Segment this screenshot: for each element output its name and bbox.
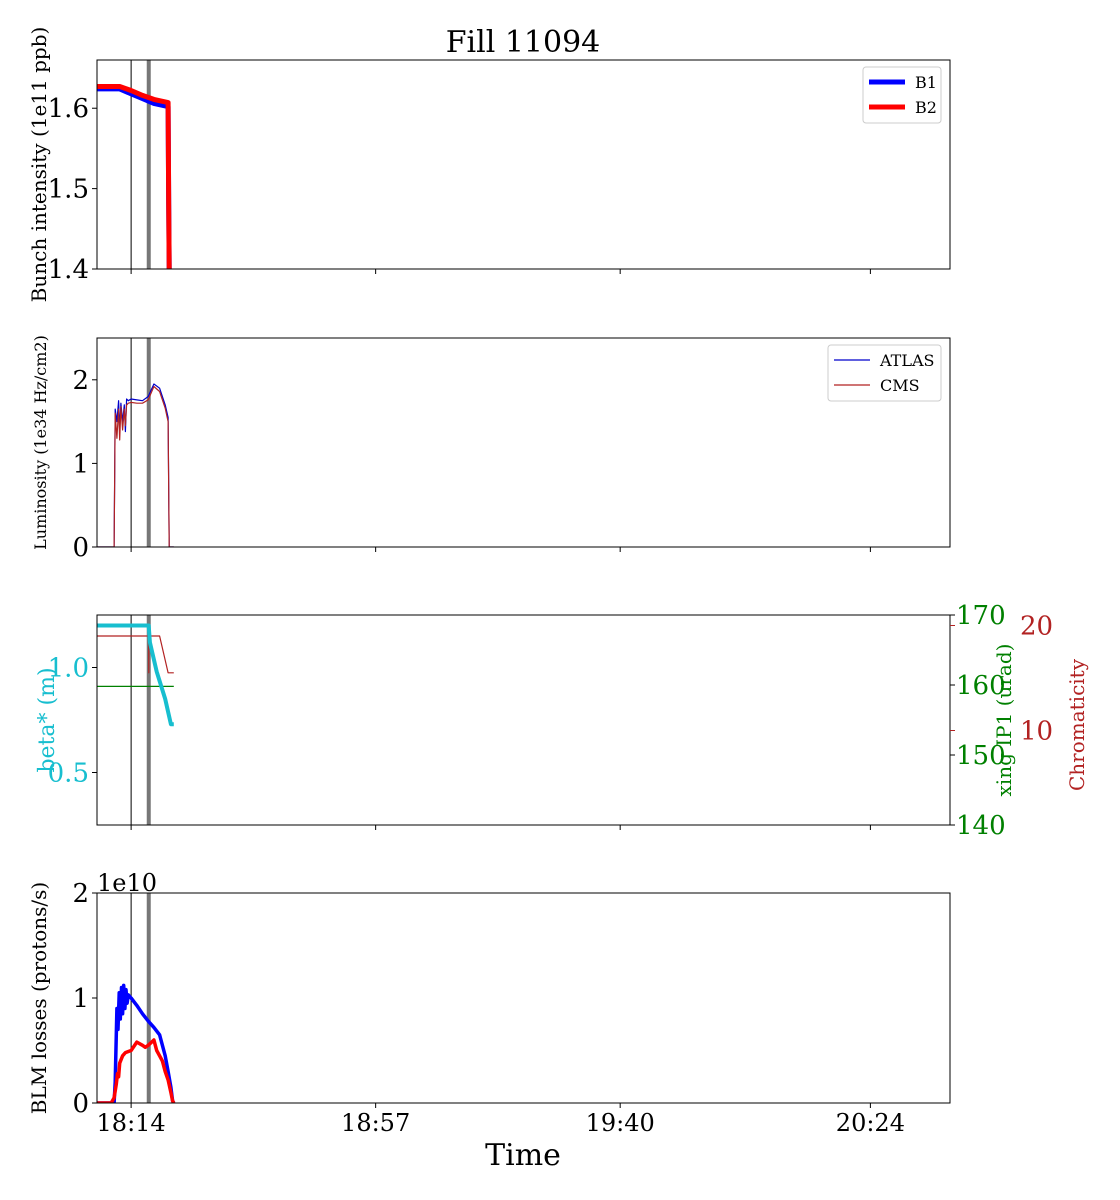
xing-tick-label: 160 [956,671,1006,701]
y-tick-label: 1.5 [48,175,89,205]
series-line-b1 [97,983,176,1103]
legend-box [827,344,942,402]
series-line-cms [97,385,174,547]
series-line-atlas [97,383,174,547]
legend-label-b2: B2 [915,98,937,117]
y-tick-label: 0.5 [48,759,89,789]
y-offset-label: 1e10 [97,869,157,897]
series-group [97,383,174,547]
series-line-b2 [97,84,172,269]
chromaticity-tick-label: 20 [1020,612,1053,642]
panel-frame [96,337,951,548]
series-line-b1 [97,86,172,269]
x-tick-label: 20:24 [836,1109,905,1137]
legend-label-b1: B1 [915,73,937,92]
chromaticity-series-line [97,635,174,674]
legend-label-cms: CMS [880,376,920,395]
y-axis-label: beta* (m) [35,667,60,772]
y-tick-label: 2 [72,879,89,909]
y-tick-label: 1.6 [48,94,89,124]
series-group [97,623,174,727]
legend: ATLAS CMS [827,344,942,402]
series-group [97,84,172,269]
xing-axis-label: xing IP1 (urad) [992,644,1016,797]
y-axis-label: Bunch intensity (1e11 ppb) [27,27,51,303]
figure-title: Fill 11094 [446,25,601,60]
series-line-b2 [97,1038,176,1103]
chromaticity-tick-label: 10 [1020,717,1053,747]
panel-4: 18:14 18:57 19:40 20:24 0 1 2 BLM losses (proto… [27,869,951,1137]
y-axis-label: BLM losses (protons/s) [27,882,51,1114]
chromaticity-axis-label: Chromaticity [1065,658,1089,791]
x-tick-label: 18:57 [341,1109,410,1137]
y-tick-label: 2 [72,366,89,396]
panel-frame [96,892,951,1104]
xing-tick-label: 150 [956,741,1006,771]
x-tick-label: 19:40 [586,1109,655,1137]
x-tick-label: 18:14 [97,1109,166,1137]
legend-label-atlas: ATLAS [879,351,935,370]
y-tick-label: 1.4 [48,255,89,285]
y-tick-label: 0 [72,1089,89,1119]
x-axis-label: Time [485,1138,561,1173]
y-tick-label: 1 [72,984,89,1014]
xing-tick-label: 170 [956,601,1006,631]
y-tick-label: 1.0 [48,654,89,684]
y-tick-label: 1 [72,449,89,479]
xing-tick-label: 140 [956,811,1006,841]
y-tick-label: 0 [72,533,89,563]
panel-frame [96,614,951,826]
y-axis-label: Luminosity (1e34 Hz/cm2) [31,335,50,550]
panel-2: 0 1 2 Luminosity (1e34 Hz/cm2) ATLAS CMS [31,335,951,563]
series-group [97,983,176,1103]
panel-frame [96,59,951,270]
series-line-beta [97,623,174,727]
